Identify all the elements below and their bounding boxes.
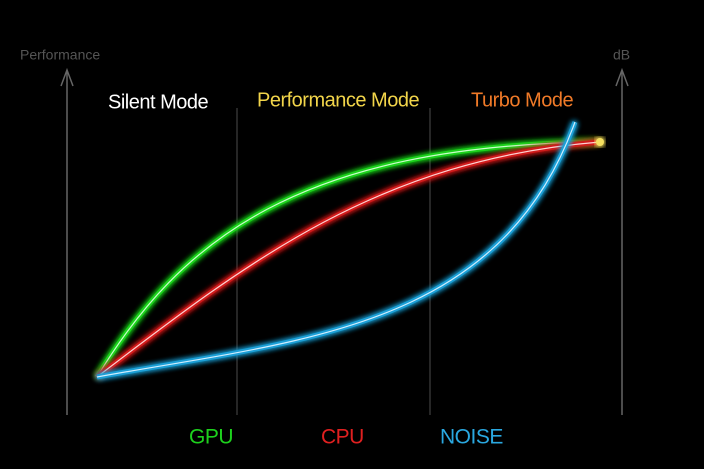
mode-label: Silent Mode <box>108 91 208 113</box>
endpoint-glow <box>596 138 604 146</box>
right-axis-label: dB <box>613 47 630 63</box>
right-arrow <box>615 67 629 87</box>
left-axis-label: Performance <box>20 47 100 63</box>
gpu-curve-core <box>96 141 601 378</box>
mode-label: Turbo Mode <box>471 89 573 111</box>
noise-curve-core <box>96 121 576 378</box>
legend-label: NOISE <box>440 426 503 449</box>
cpu-curve-core <box>96 141 601 378</box>
legend-label: GPU <box>189 426 233 449</box>
mode-label: Performance Mode <box>257 89 419 111</box>
legend: GPU CPU NOISE <box>150 426 504 449</box>
left-arrow <box>60 67 74 87</box>
legend-label: CPU <box>321 426 364 449</box>
axes <box>60 67 629 415</box>
